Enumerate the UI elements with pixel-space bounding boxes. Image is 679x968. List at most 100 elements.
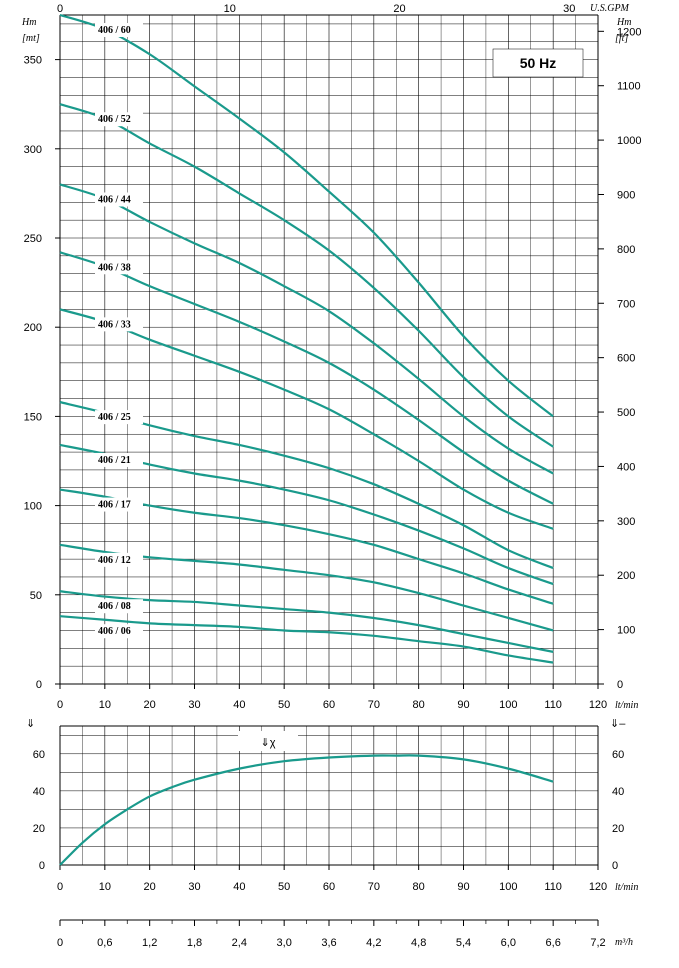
eff-bottom-tick-label: 50 (278, 881, 290, 893)
eff-right-tick-label: 40 (612, 786, 624, 798)
curve-label: 406 / 08 (98, 601, 131, 612)
bottom-tick-label: 50 (278, 699, 290, 711)
m3h-tick-label: 0,6 (97, 937, 112, 949)
head-curve-40625 (59, 401, 554, 570)
head-curve-40621 (59, 443, 554, 586)
m3h-tick-label: 5,4 (456, 937, 471, 949)
eff-bottom-tick-label: 80 (413, 881, 425, 893)
curve-label: 406 / 38 (98, 262, 131, 273)
head-curve-40633 (59, 308, 554, 530)
bottom-tick-label: 110 (544, 699, 562, 711)
bottom-tick-label: 90 (457, 699, 469, 711)
curve-label: 406 / 12 (98, 555, 131, 566)
top-tick-label: 10 (224, 3, 236, 15)
curve-label: 406 / 25 (98, 412, 131, 423)
head-curve-40652 (59, 103, 554, 448)
eff-right-tick-label: 20 (612, 823, 624, 835)
m3h-tick-label: 4,8 (411, 937, 426, 949)
left-tick-label: 100 (24, 501, 42, 513)
left-tick-label: 50 (30, 590, 42, 602)
left-tick-label: 350 (24, 55, 42, 67)
head-curve-40612 (59, 543, 554, 632)
right-tick-label: 0 (617, 679, 623, 691)
eff-right-tick-label: 0 (612, 860, 618, 872)
bottom-tick-label: 120 (589, 699, 607, 711)
efficiency-chart-grid (59, 725, 599, 866)
curve-label: 406 / 52 (98, 114, 131, 125)
m3h-tick-label: 1,8 (187, 937, 202, 949)
head-curve-40606 (59, 615, 554, 664)
efficiency-left-symbol: ⇓ (26, 718, 35, 730)
curve-label-bg (95, 599, 143, 614)
m3h-axis-unit: m³/h (615, 937, 633, 948)
right-tick-label: 300 (617, 516, 635, 528)
eff-bottom-tick-label: 90 (457, 881, 469, 893)
eff-bottom-tick-label: 70 (368, 881, 380, 893)
eff-bottom-tick-label: 120 (589, 881, 607, 893)
curve-label: 406 / 44 (98, 194, 131, 205)
eff-left-tick-label: 0 (39, 860, 45, 872)
efficiency-line (59, 754, 554, 866)
frequency-badge: 50 Hz (492, 48, 584, 78)
head-curve-40608 (59, 590, 554, 653)
bottom-tick-label: 80 (413, 699, 425, 711)
curve-label: 406 / 17 (98, 500, 131, 511)
bottom-axis-unit: lt/min (615, 700, 638, 711)
eff-left-tick-label: 40 (33, 786, 45, 798)
curve-label: 406 / 21 (98, 455, 131, 466)
head-curves (59, 13, 554, 664)
top-tick-label: 0 (57, 3, 63, 15)
eff-bottom-tick-label: 20 (144, 881, 156, 893)
curve-label-bg (95, 410, 143, 425)
bottom-tick-label: 70 (368, 699, 380, 711)
eff-bottom-tick-label: 0 (57, 881, 63, 893)
m3h-tick-label: 4,2 (366, 937, 381, 949)
eff-right-tick-label: 60 (612, 749, 624, 761)
main-chart-grid (59, 14, 599, 685)
eff-bottom-tick-label: 100 (499, 881, 517, 893)
curve-label-bg (95, 23, 143, 37)
left-axis-unit-line1: Hm (21, 17, 36, 28)
curve-labels: 406 / 60 406 / 52 406 / 44 406 / 38 406 / 33… (95, 23, 143, 639)
head-curve-40660 (59, 13, 554, 418)
m3h-tick-label: 0 (57, 937, 63, 949)
m3h-tick-label: 1,2 (142, 937, 157, 949)
m3h-tick-label: 7,2 (590, 937, 605, 949)
right-tick-label: 600 (617, 353, 635, 365)
eff-bottom-tick-label: 60 (323, 881, 335, 893)
curve-label: 406 / 06 (98, 626, 131, 637)
efficiency-label: ⇓χ (261, 737, 276, 749)
eff-bottom-tick-label: 10 (99, 881, 111, 893)
right-tick-label: 100 (617, 625, 635, 637)
curve-label-bg (95, 192, 143, 207)
head-curve-40644 (59, 183, 554, 475)
bottom-tick-label: 20 (144, 699, 156, 711)
left-tick-label: 0 (36, 679, 42, 691)
eff-left-tick-label: 20 (33, 823, 45, 835)
right-tick-label: 1200 (617, 26, 641, 38)
curve-label-bg (95, 497, 143, 512)
eff-bottom-tick-label: 110 (544, 881, 562, 893)
efficiency-x-unit: lt/min (615, 882, 638, 893)
right-tick-label: 500 (617, 407, 635, 419)
right-axis-unit-line2: [ft] (615, 33, 628, 44)
top-tick-label: 30 (563, 3, 575, 15)
right-tick-label: 1100 (617, 81, 641, 93)
m3h-tick-label: 6,6 (546, 937, 561, 949)
top-axis-unit: U.S.GPM (590, 3, 630, 14)
eff-left-tick-label: 60 (33, 749, 45, 761)
head-curve-40638 (59, 251, 554, 505)
curve-label: 406 / 33 (98, 319, 131, 330)
m3h-axis: 0 0,6 1,2 1,8 2,4 3,0 3,6 4,2 4,8 5,4 6,0 6,6 7,2 (57, 919, 606, 949)
left-tick-label: 300 (24, 144, 42, 156)
head-curve-40617 (59, 488, 554, 605)
efficiency-right-symbol: ⇓– (610, 718, 626, 730)
bottom-tick-label: 10 (99, 699, 111, 711)
left-axis-unit-line2: [mt] (22, 33, 40, 44)
bottom-tick-label: 40 (233, 699, 245, 711)
efficiency-curve (59, 754, 554, 866)
curve-label-bg (95, 112, 143, 127)
right-tick-label: 200 (617, 570, 635, 582)
